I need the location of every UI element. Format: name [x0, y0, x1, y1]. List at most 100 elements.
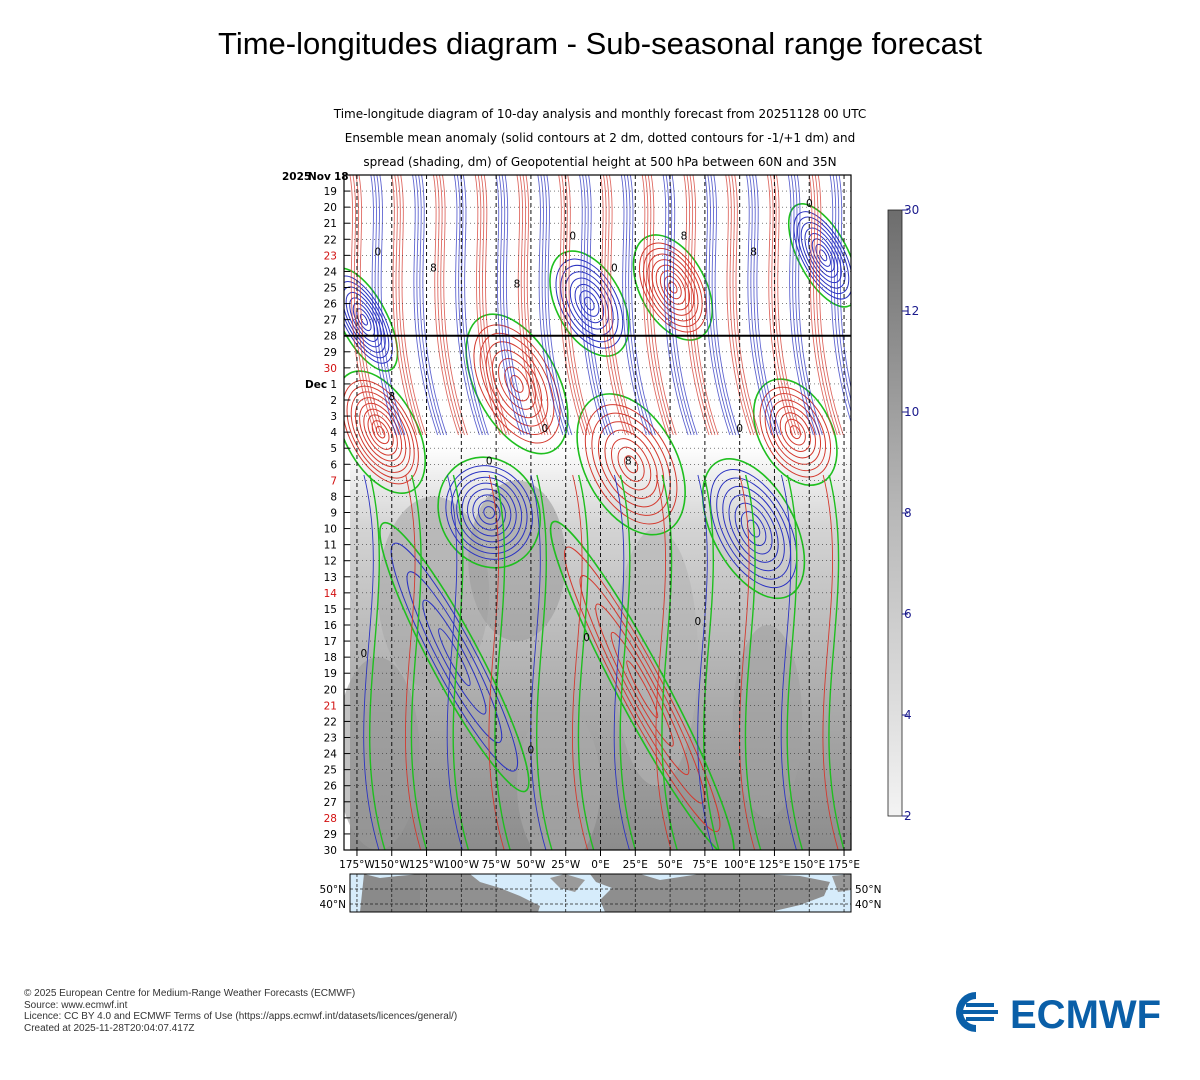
contour-line [686, 175, 713, 436]
contour-line [543, 175, 570, 436]
contour-line [780, 474, 797, 850]
contour-line [629, 175, 656, 436]
x-tick-label: 100°W [443, 859, 479, 871]
zero-contour [619, 474, 637, 850]
zero-contour [549, 250, 630, 357]
zero-contour [536, 474, 553, 850]
contour-line [371, 420, 390, 445]
contour-line [379, 175, 406, 436]
y-tick-label: 14 [324, 588, 338, 600]
contour-line [641, 175, 668, 436]
contour-line [692, 175, 719, 436]
colorbar-tick-label: 4 [904, 708, 912, 722]
contour-line [774, 405, 816, 459]
colorbar-tick-label: 8 [904, 506, 912, 520]
contour-line [746, 519, 761, 538]
year-label: 2025 [282, 171, 311, 183]
contour-line [746, 175, 773, 436]
contour-line [349, 175, 376, 436]
y-tick-label: 24 [324, 266, 338, 278]
colorbar-tick-label: 30 [904, 203, 919, 217]
y-tick-label: 29 [324, 829, 337, 841]
contour-line [722, 485, 785, 572]
contour-line [480, 175, 507, 436]
y-tick-label: 30 [324, 363, 337, 375]
contour-line [710, 175, 737, 436]
contour-line [406, 571, 503, 744]
contour-line [422, 599, 487, 715]
contour-line [595, 603, 690, 776]
ecmwf-logo-text: ECMWF [1010, 993, 1161, 1034]
contour-line [363, 474, 380, 850]
contour-line [769, 399, 822, 465]
contour-label: 0 [569, 230, 576, 242]
zero-contour [379, 521, 530, 793]
x-tick-label: 175°W [339, 859, 375, 871]
contour-line [683, 175, 710, 436]
zero-contour [452, 474, 470, 850]
y-tick-label: 16 [324, 620, 338, 632]
map-meridians [356, 874, 845, 912]
x-tick-label: 75°W [482, 859, 512, 871]
contour-line [564, 546, 721, 833]
contour-line [415, 175, 442, 436]
contour-line [390, 542, 519, 772]
contour-line [832, 175, 851, 414]
time-longitude-diagram: Time-longitude diagram of 10-day analysi… [282, 107, 919, 913]
contour-line [582, 175, 609, 436]
contour-line [350, 391, 411, 473]
contour-label: 0 [486, 455, 493, 467]
contour-label: 8 [388, 391, 395, 403]
contour-line [725, 175, 752, 436]
y-tick-label: 18 [334, 171, 349, 183]
map-lat-label-left-50: 50°N [320, 884, 346, 896]
y-tick-label: 26 [324, 781, 338, 793]
contour-line [397, 175, 424, 436]
contour-line [560, 264, 619, 343]
y-tick-label: 8 [330, 491, 337, 503]
contour-label: 8 [750, 246, 757, 258]
contour-line [835, 175, 851, 402]
y-tick-label: 2 [330, 395, 337, 407]
contour-line [759, 386, 832, 478]
contour-line [731, 175, 758, 436]
contour-line [495, 175, 522, 436]
y-tick-label: 15 [324, 604, 337, 616]
contour-line [501, 175, 528, 436]
contour-line [572, 474, 589, 850]
copyright-text: © 2025 European Centre for Medium-Range … [24, 988, 356, 999]
contour-line [558, 175, 585, 436]
zero-contour [437, 456, 542, 569]
zero-contour [703, 474, 720, 850]
contour-label: 8 [625, 455, 632, 467]
colorbar-ticks: 2 4 6 8 10 12 30 [902, 203, 919, 823]
contour-line [522, 175, 549, 436]
contour-line [376, 175, 403, 436]
contour-line [647, 175, 674, 436]
contour-line [540, 175, 567, 436]
contour-line [797, 216, 850, 295]
y-tick-label: 23 [324, 250, 337, 262]
contour-line [829, 175, 851, 424]
colorbar-tick-label: 6 [904, 607, 912, 621]
y-tick-label: 26 [324, 299, 338, 311]
contour-line [620, 175, 647, 436]
y-tick-label: 17 [324, 636, 337, 648]
contour-line [609, 175, 635, 436]
ecmwf-logo-icon: ECMWF [956, 992, 1161, 1037]
contour-line [439, 175, 465, 436]
contour-label: 8 [514, 279, 521, 291]
y-tick-label: 12 [324, 556, 337, 568]
y-tick-label: 11 [324, 540, 337, 552]
y-tick-label: 4 [330, 427, 337, 439]
y-tick-label: 28 [324, 331, 337, 343]
y-tick-label: 5 [330, 443, 337, 455]
contour-line [704, 175, 731, 436]
contour-line [665, 175, 692, 436]
contour-line [450, 470, 528, 555]
contour-label: 0 [361, 648, 368, 660]
contour-line [671, 175, 698, 436]
contour-line [467, 488, 512, 537]
zero-contour [828, 474, 845, 850]
contour-line [689, 175, 716, 436]
